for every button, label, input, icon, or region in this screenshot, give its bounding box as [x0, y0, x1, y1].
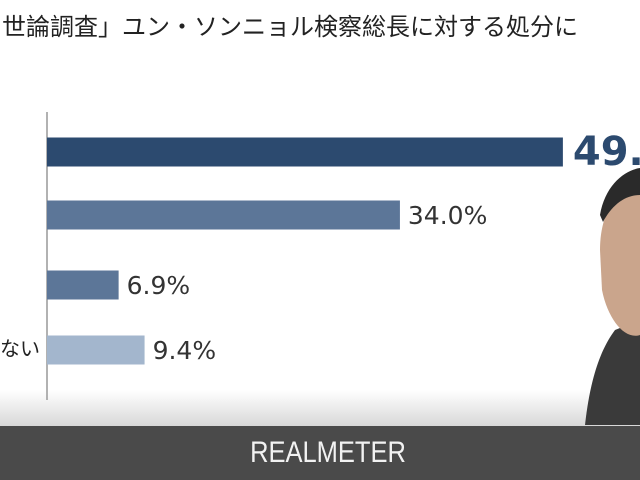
- category-label: ない: [0, 337, 40, 361]
- value-label: 9.4%: [153, 336, 217, 365]
- bar: [47, 270, 119, 300]
- footer-bar: [0, 426, 640, 480]
- bar: [47, 137, 563, 167]
- value-label: 49.: [573, 129, 640, 175]
- value-label: 6.9%: [127, 271, 191, 300]
- chart-title: 世論調査」ユン・ソンニョル検察総長に対する処分に: [2, 13, 578, 41]
- bar: [47, 200, 400, 230]
- bar: [47, 335, 145, 365]
- value-label: 34.0%: [408, 201, 487, 230]
- background-fade: [0, 390, 640, 426]
- person-photo: [585, 168, 640, 425]
- source-logo: REALMETER: [250, 435, 406, 468]
